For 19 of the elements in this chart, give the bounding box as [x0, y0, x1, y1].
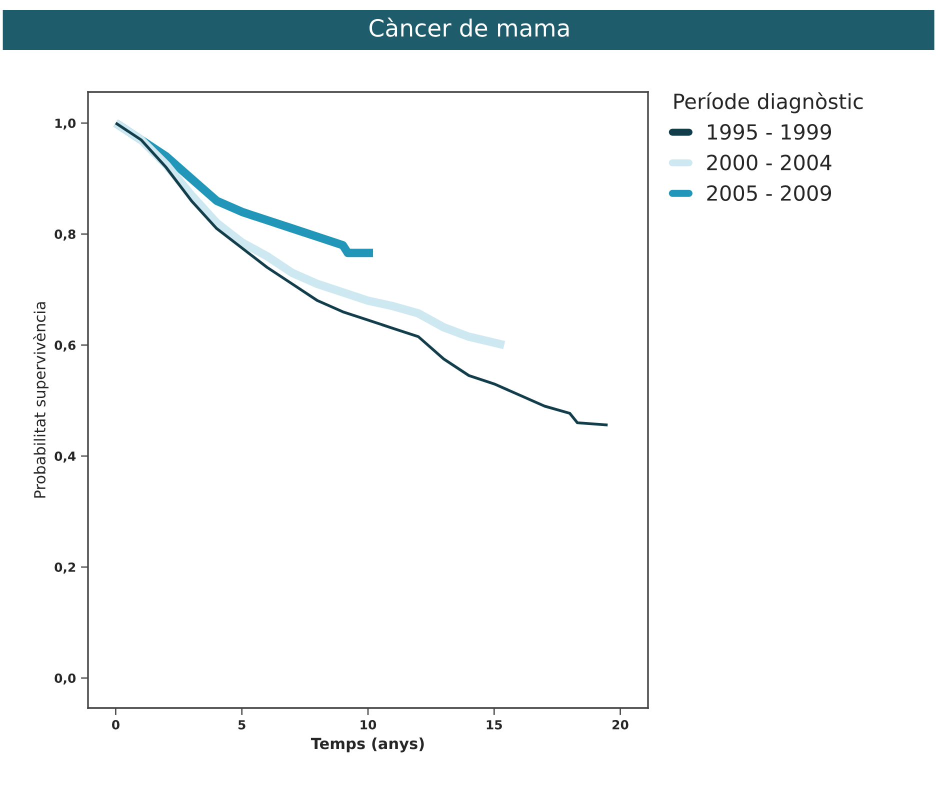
y-tick-label: 1,0 — [55, 118, 76, 130]
y-tick-label: 0,4 — [54, 452, 76, 463]
y-tick-label: 0,2 — [54, 562, 76, 574]
x-tick-label: 10 — [360, 720, 376, 730]
y-axis-title: Probabilitat supervivència — [33, 302, 48, 498]
x-tick-label: 0 — [112, 720, 120, 730]
x-tick-label: 5 — [238, 720, 246, 730]
legend-label: 2000 - 2004 — [707, 154, 832, 170]
x-axis-title: Temps (anys) — [310, 737, 424, 752]
line-series — [114, 122, 610, 426]
y-tick-label: 0,0 — [54, 674, 76, 685]
x-tick-label: 20 — [612, 720, 628, 730]
legend-label: 1995 - 1999 — [708, 124, 832, 140]
x-tick-label: 15 — [486, 720, 502, 730]
legend-title: Període diagnòstic — [674, 92, 863, 114]
chart-title: Càncer de mama — [370, 18, 569, 37]
y-tick-label: 0,6 — [54, 340, 76, 352]
y-tick-label: 0,8 — [54, 230, 76, 241]
legend-label: 2005 - 2009 — [707, 185, 832, 201]
